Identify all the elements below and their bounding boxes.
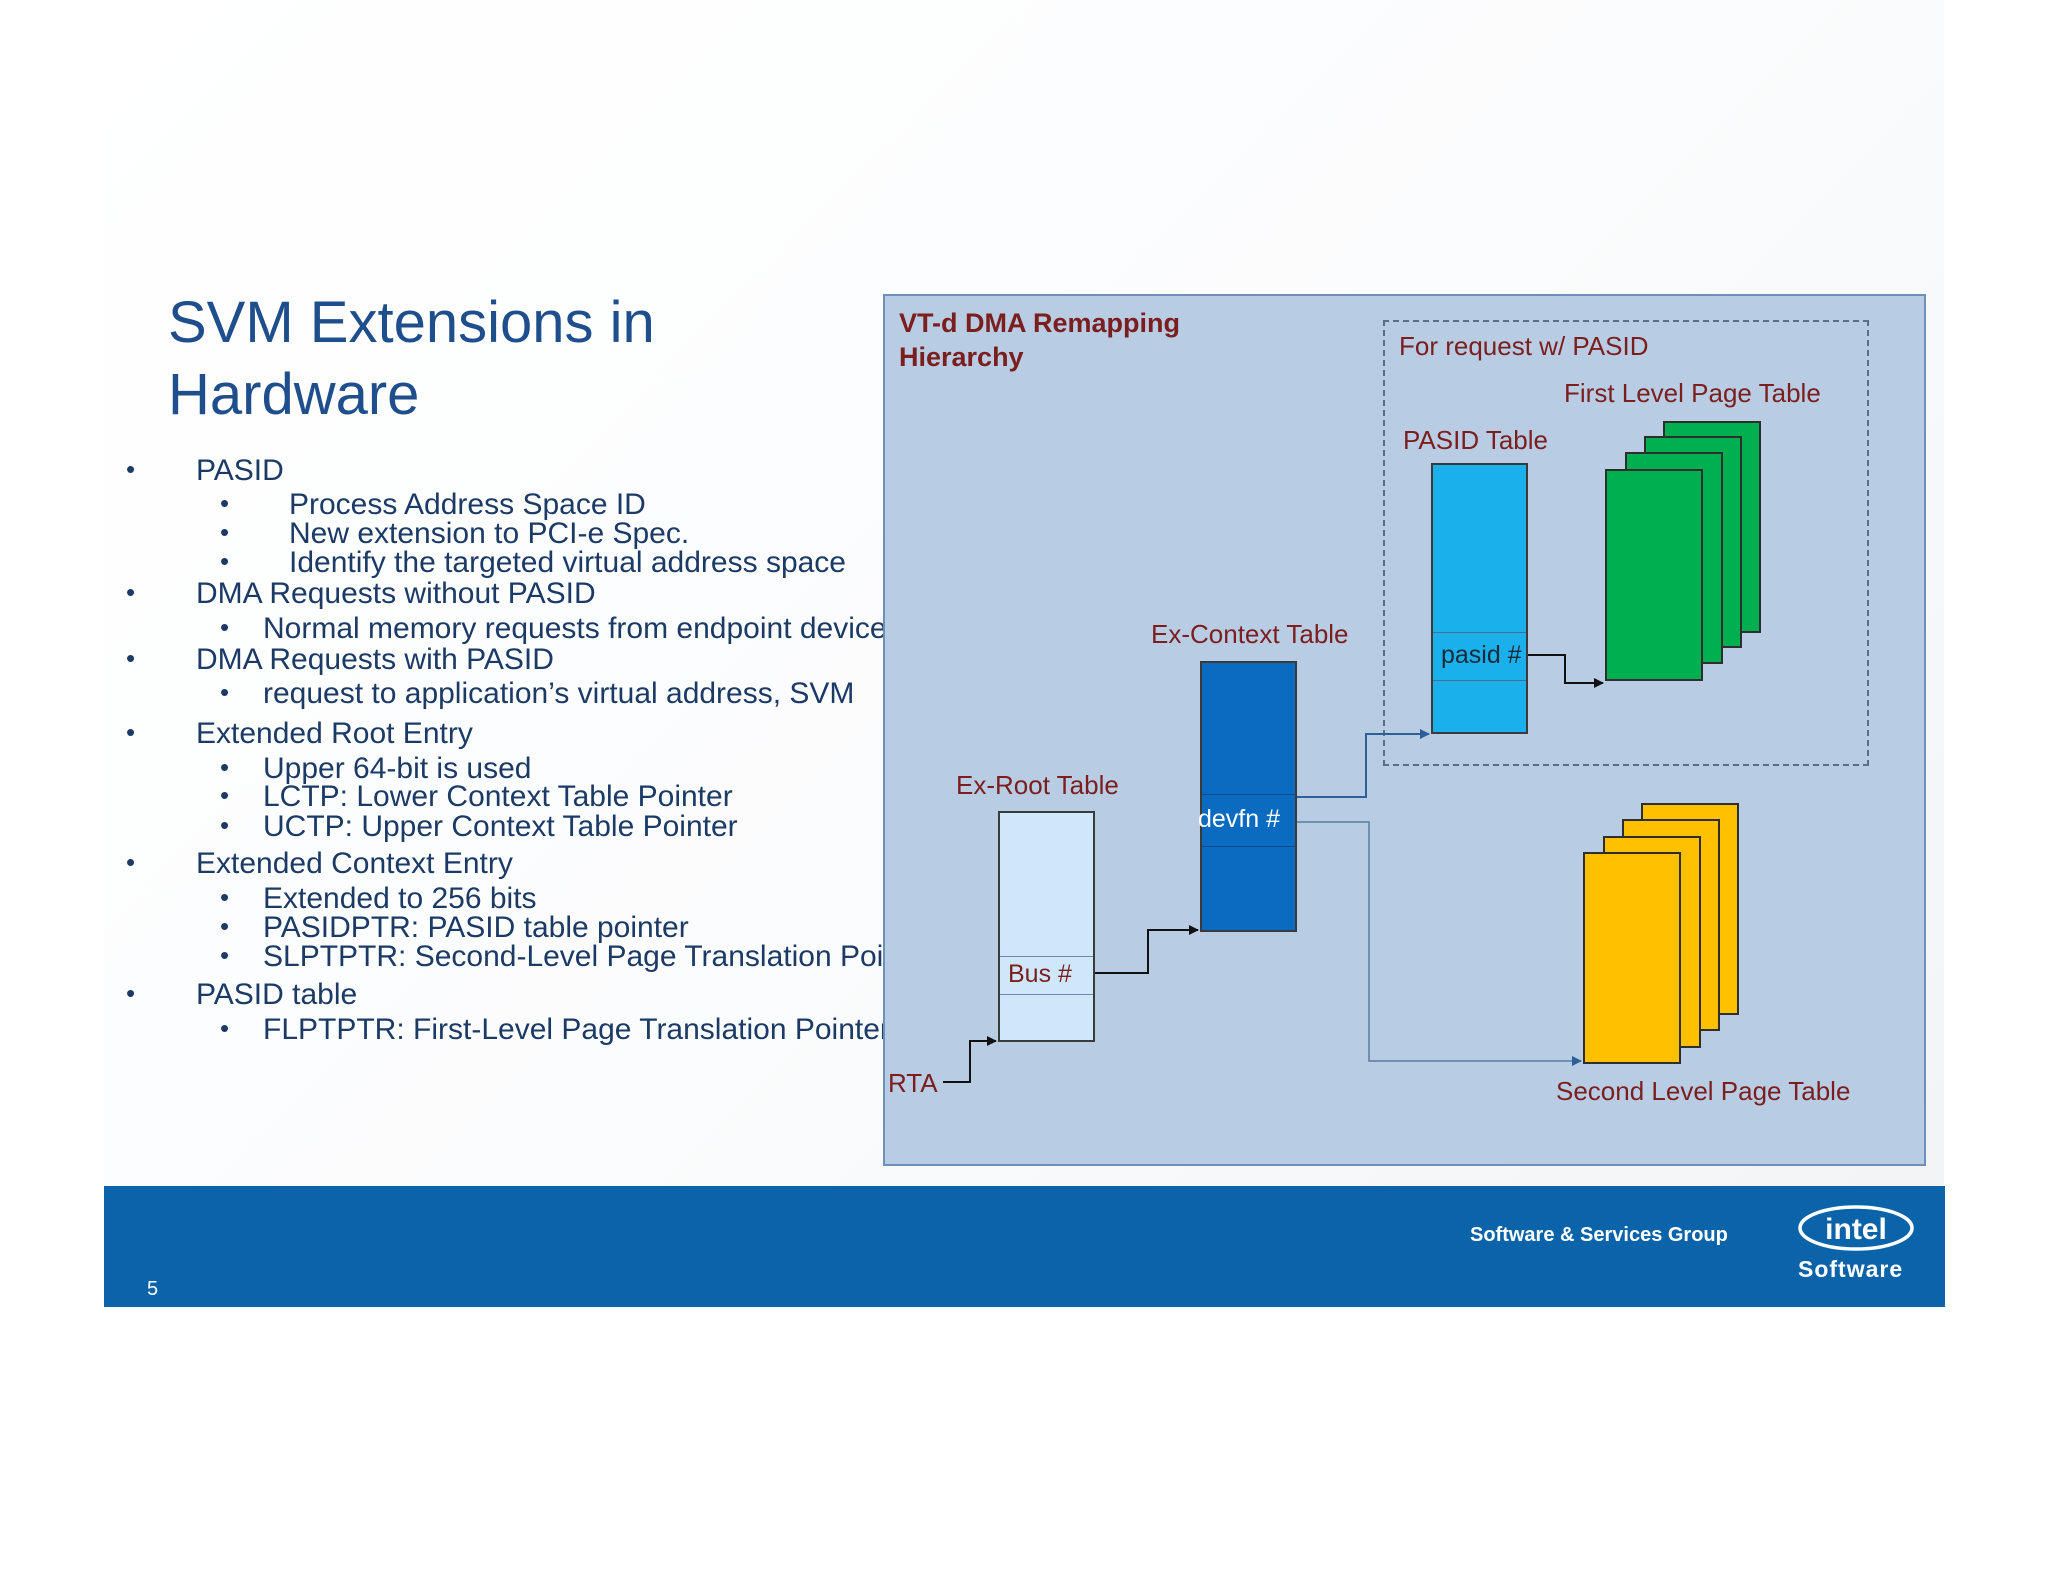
first-level-page-table-stack: [1605, 421, 1765, 681]
bullet-pasid-table: PASID table: [196, 978, 358, 1011]
ex-context-table: devfn #: [1198, 661, 1297, 932]
sub-bullet: SLPTPTR: Second-Level Page Translation P…: [263, 940, 936, 973]
devfn-entry-label: devfn #: [1198, 805, 1281, 833]
bullet-dot: •: [220, 780, 230, 810]
sub-bullet: Upper 64-bit is used: [263, 752, 532, 785]
bullet-extended-context-entry: Extended Context Entry: [196, 847, 513, 880]
sub-bullet: Extended to 256 bits: [263, 882, 537, 915]
second-level-page-table-stack: [1583, 803, 1743, 1065]
bullet-dot: •: [220, 1013, 230, 1043]
bullet-dot: •: [220, 517, 230, 547]
rta-label: RTA: [888, 1068, 938, 1098]
bullet-dot: •: [220, 882, 230, 912]
bullet-dot: •: [126, 847, 136, 877]
first-level-page-table-label: First Level Page Table: [1564, 378, 1821, 408]
pasid-table: pasid #: [1431, 463, 1528, 734]
vtd-remapping-diagram: VT-d DMA Remapping Hierarchy For request…: [883, 294, 1926, 1166]
bullet-dot: •: [220, 677, 230, 707]
sub-bullet: FLPTPTR: First-Level Page Translation Po…: [263, 1013, 890, 1046]
pasid-region-label: For request w/ PASID: [1399, 331, 1649, 361]
ex-root-table: Bus #: [998, 811, 1095, 1042]
bullet-pasid: PASID: [196, 454, 284, 487]
bullet-dot: •: [220, 546, 230, 576]
sub-bullet: request to application’s virtual address…: [263, 677, 855, 710]
pasid-table-label: PASID Table: [1403, 425, 1549, 455]
intel-logo-icon: intel: [1798, 1205, 1914, 1251]
ex-root-entry: Bus #: [1000, 956, 1093, 995]
bullet-dot: •: [220, 752, 230, 782]
bullet-dot: •: [126, 643, 136, 673]
intel-software-label: Software: [1798, 1256, 1904, 1282]
bullet-dma-without-pasid: DMA Requests without PASID: [196, 577, 596, 610]
rta-arrow: [943, 1036, 997, 1083]
pasid-table-entry: pasid #: [1433, 632, 1526, 681]
footer-bar: 5 Software & Services Group intel Softwa…: [104, 1186, 1945, 1307]
svg-text:intel: intel: [1825, 1213, 1887, 1246]
sub-bullet: New extension to PCI-e Spec.: [289, 517, 690, 550]
sub-bullet: Identify the targeted virtual address sp…: [289, 546, 846, 579]
bullet-extended-root-entry: Extended Root Entry: [196, 717, 473, 750]
page-number: 5: [147, 1278, 159, 1300]
bullet-dot: •: [220, 940, 230, 970]
sub-bullet: UCTP: Upper Context Table Pointer: [263, 810, 738, 843]
sub-bullet: Normal memory requests from endpoint dev…: [263, 612, 902, 645]
bullet-dot: •: [220, 911, 230, 941]
sub-bullet: PASIDPTR: PASID table pointer: [263, 911, 689, 944]
ex-context-table-label: Ex-Context Table: [1151, 619, 1349, 649]
slide-title: SVM Extensions in Hardware: [168, 290, 655, 427]
sub-bullet: Process Address Space ID: [289, 488, 646, 521]
devfn-to-second-level-arrow: [1297, 821, 1582, 1066]
bullet-dot: •: [220, 810, 230, 840]
bullet-dma-with-pasid: DMA Requests with PASID: [196, 643, 554, 676]
diagram-title: VT-d DMA Remapping Hierarchy: [899, 308, 1180, 372]
bullet-dot: •: [126, 717, 136, 747]
bullet-dot: •: [126, 577, 136, 607]
first-level-page: [1605, 469, 1703, 681]
second-level-page: [1583, 852, 1681, 1064]
bullet-dot: •: [126, 454, 136, 484]
bus-arrow: [1095, 925, 1199, 974]
bullet-dot: •: [220, 488, 230, 518]
group-name: Software & Services Group: [1470, 1224, 1728, 1246]
pasid-entry-label: pasid #: [1441, 641, 1522, 669]
bus-entry-label: Bus #: [1008, 960, 1072, 988]
pasid-request-region: [1383, 320, 1869, 766]
bullet-dot: •: [220, 612, 230, 642]
bullet-list: • PASID • Process Address Space ID • New…: [0, 0, 980, 1100]
ex-root-table-label: Ex-Root Table: [956, 770, 1119, 800]
ex-context-entry: devfn #: [1198, 794, 1295, 847]
bullet-dot: •: [126, 978, 136, 1008]
sub-bullet: LCTP: Lower Context Table Pointer: [263, 780, 733, 813]
second-level-page-table-label: Second Level Page Table: [1556, 1076, 1851, 1106]
